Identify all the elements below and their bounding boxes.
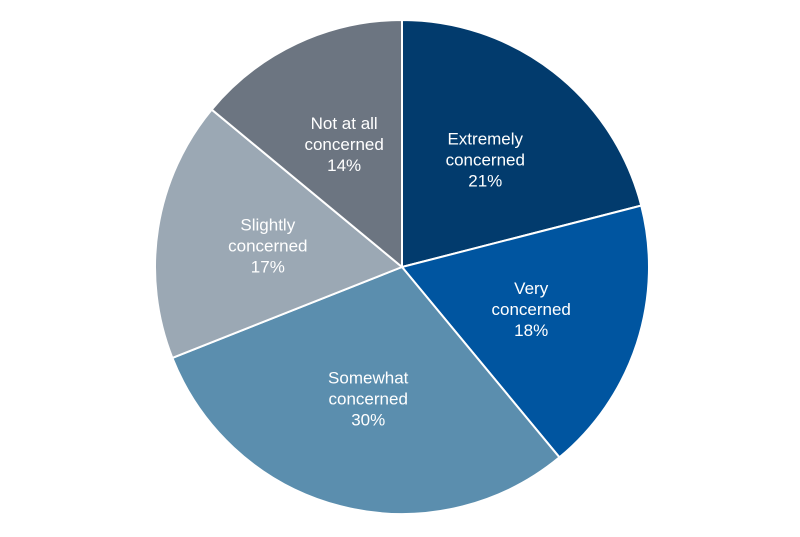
slice-category-label: Not at all [311, 114, 378, 133]
pie-slice-0 [401, 18, 643, 269]
slice-category-label: concerned [446, 151, 525, 170]
pie-slice-2 [171, 265, 561, 515]
slice-label-1: Very concerned 18% [492, 279, 571, 340]
slice-category-label: Somewhat [328, 369, 409, 388]
pie-slice-1 [400, 204, 650, 459]
slice-label-4: Not at all concerned 14% [304, 114, 383, 175]
slice-category-label: Slightly [240, 216, 295, 235]
slice-value-label: 21% [468, 172, 502, 191]
slice-category-label: concerned [329, 390, 408, 409]
slice-value-label: 30% [351, 411, 385, 430]
slice-category-label: concerned [228, 237, 307, 256]
slice-category-label: Extremely [447, 130, 523, 149]
slice-category-label: Very [514, 279, 549, 298]
slice-value-label: 14% [327, 156, 361, 175]
slice-category-label: concerned [304, 135, 383, 154]
pie-slice-3 [154, 108, 404, 360]
slice-label-0: Extremely concerned 21% [446, 130, 525, 191]
slice-value-label: 17% [251, 258, 285, 277]
slice-category-label: concerned [492, 300, 571, 319]
slice-value-label: 18% [514, 321, 548, 340]
slice-label-2: Somewhat concerned 30% [328, 369, 409, 430]
slice-label-3: Slightly concerned 17% [228, 216, 307, 277]
pie-slice-4 [210, 18, 403, 270]
